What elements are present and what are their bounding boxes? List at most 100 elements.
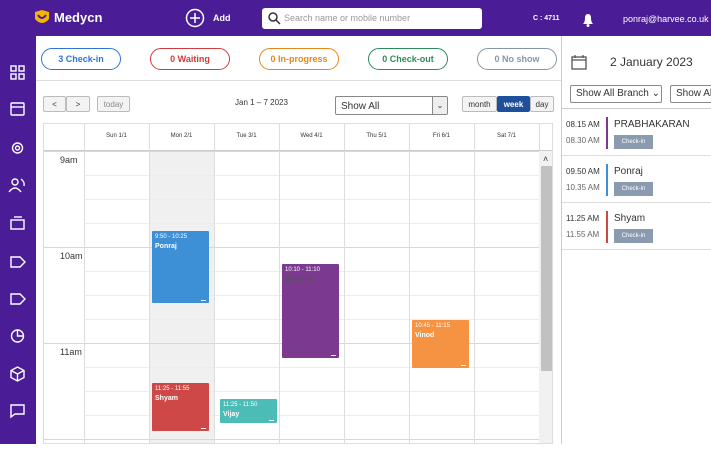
time-label: 10am — [60, 251, 83, 261]
checkin-button[interactable]: Check-in — [614, 135, 653, 149]
panel-divider — [561, 36, 562, 444]
appointment[interactable]: 11.25 AM 11.55 AM Shyam Check-in — [562, 203, 711, 250]
status-divider — [36, 80, 561, 81]
event-time: 9:50 - 10:25 — [155, 234, 188, 240]
column-line — [84, 124, 85, 443]
start-time: 08.15 AM — [566, 120, 600, 129]
patient-name: Shyam — [614, 213, 646, 224]
status-button[interactable]: 3 Check-in — [41, 48, 121, 70]
appointment-bar — [606, 211, 608, 243]
day-header: Thu 5/1 — [366, 133, 387, 139]
grid-line — [44, 439, 539, 440]
select-arrow: ⌄ — [432, 97, 447, 114]
event[interactable]: 11:25 - 11:55 Shyam — [152, 383, 209, 431]
grid-line — [84, 391, 552, 392]
search-icon — [268, 12, 281, 25]
day-header: Sun 1/1 — [106, 133, 127, 139]
time-label: 11am — [60, 347, 82, 357]
event-resize — [201, 428, 206, 429]
side-date: 2 January 2023 — [610, 55, 693, 69]
event[interactable]: 10:45 - 11:15 Vinod — [412, 320, 469, 368]
grid-line — [84, 175, 552, 176]
grid-line — [44, 247, 539, 248]
patient-name: PRABHAKARAN — [614, 119, 690, 130]
status-button[interactable]: 0 No show — [477, 48, 557, 70]
grid-line — [84, 223, 552, 224]
event-resize — [201, 300, 206, 301]
event-title: Vijay — [223, 411, 240, 418]
day-header: Mon 2/1 — [170, 133, 193, 139]
event-time: 11:25 - 11:50 — [223, 402, 258, 408]
column-line — [149, 124, 150, 443]
column-line — [344, 124, 345, 443]
event-title: Vinod — [415, 332, 435, 339]
column-line — [409, 124, 410, 443]
scroll-up: ˄ — [543, 154, 549, 164]
event-resize — [269, 420, 274, 421]
event-resize — [331, 355, 336, 356]
view-button[interactable]: week — [497, 96, 530, 112]
scroll-thumb — [541, 166, 552, 371]
prev-button[interactable]: < — [43, 96, 66, 112]
column-line — [279, 124, 280, 443]
search-placeholder: Search name or mobile number — [284, 13, 411, 23]
filter-select[interactable]: Show All ⌄ — [335, 96, 448, 115]
column-line — [474, 124, 475, 443]
event-resize — [461, 365, 466, 366]
today-button[interactable]: today — [97, 96, 130, 112]
calendar-icon — [571, 55, 587, 70]
appointment[interactable]: 09.50 AM 10.35 AM Ponraj Check-in — [562, 156, 711, 203]
side-filter-select[interactable]: Show All — [670, 85, 711, 103]
search-box[interactable]: Search name or mobile number — [262, 8, 482, 29]
event-title: Priyanka — [285, 276, 315, 283]
status-button[interactable]: 0 Check-out — [368, 48, 448, 70]
end-time: 11.55 AM — [566, 230, 600, 239]
calendar: Sun 1/1 Mon 2/1 Tue 3/1 Wed 4/1 Thu 5/1 Fri 6… — [43, 123, 553, 444]
status-button[interactable]: 0 Waiting — [150, 48, 230, 70]
event-title: Ponraj — [155, 243, 177, 250]
checkin-button[interactable]: Check-in — [614, 182, 653, 196]
event-time: 10:45 - 11:15 — [415, 323, 450, 329]
bell-icon[interactable] — [581, 13, 595, 27]
event-time: 11:25 - 11:55 — [155, 386, 190, 392]
date-range: Jan 1 – 7 2023 — [235, 98, 288, 107]
event[interactable]: 10:10 - 11:10 Priyanka — [282, 264, 339, 358]
event-title: Shyam — [155, 395, 178, 402]
sidebar-icons — [8, 65, 26, 419]
next-button[interactable]: > — [66, 96, 90, 112]
branch-select[interactable]: Show All Branch ⌄ — [570, 85, 662, 103]
start-time: 11.25 AM — [566, 214, 600, 223]
event[interactable]: 11:25 - 11:50 Vijay — [220, 399, 277, 423]
add-label[interactable]: Add — [213, 13, 231, 23]
day-header: Wed 4/1 — [300, 133, 323, 139]
column-line — [214, 124, 215, 443]
checkin-button[interactable]: Check-in — [614, 229, 653, 243]
event-time: 10:10 - 11:10 — [285, 267, 320, 273]
add-icon[interactable] — [185, 8, 205, 28]
counter: C : 4711 — [533, 15, 560, 22]
sidebar — [0, 36, 36, 444]
side-filter-label: Show All — [676, 88, 711, 99]
header-line — [44, 150, 552, 151]
grid-line — [84, 199, 552, 200]
day-header: Sat 7/1 — [496, 133, 516, 139]
view-button[interactable]: day — [530, 96, 554, 112]
branch-label: Show All Branch — [576, 88, 649, 99]
appointment-bar — [606, 117, 608, 149]
day-header: Tue 3/1 — [236, 133, 257, 139]
brand: Medycn — [54, 10, 103, 25]
grid-line — [44, 151, 539, 152]
event[interactable]: 9:50 - 10:25 Ponraj — [152, 231, 209, 303]
end-time: 08.30 AM — [566, 136, 600, 145]
end-time: 10.35 AM — [566, 183, 600, 192]
appointment[interactable]: 08.15 AM 08.30 AM PRABHAKARAN Check-in — [562, 109, 711, 156]
status-button[interactable]: 0 In-progress — [259, 48, 339, 70]
grid-line — [84, 367, 552, 368]
time-label: 9am — [60, 155, 78, 165]
day-header: Fri 6/1 — [432, 133, 450, 139]
grid-line — [84, 415, 552, 416]
filter-label: Show All — [341, 101, 380, 112]
user-email[interactable]: ponraj@harvee.co.uk — [623, 14, 709, 24]
view-button[interactable]: month — [462, 96, 497, 112]
